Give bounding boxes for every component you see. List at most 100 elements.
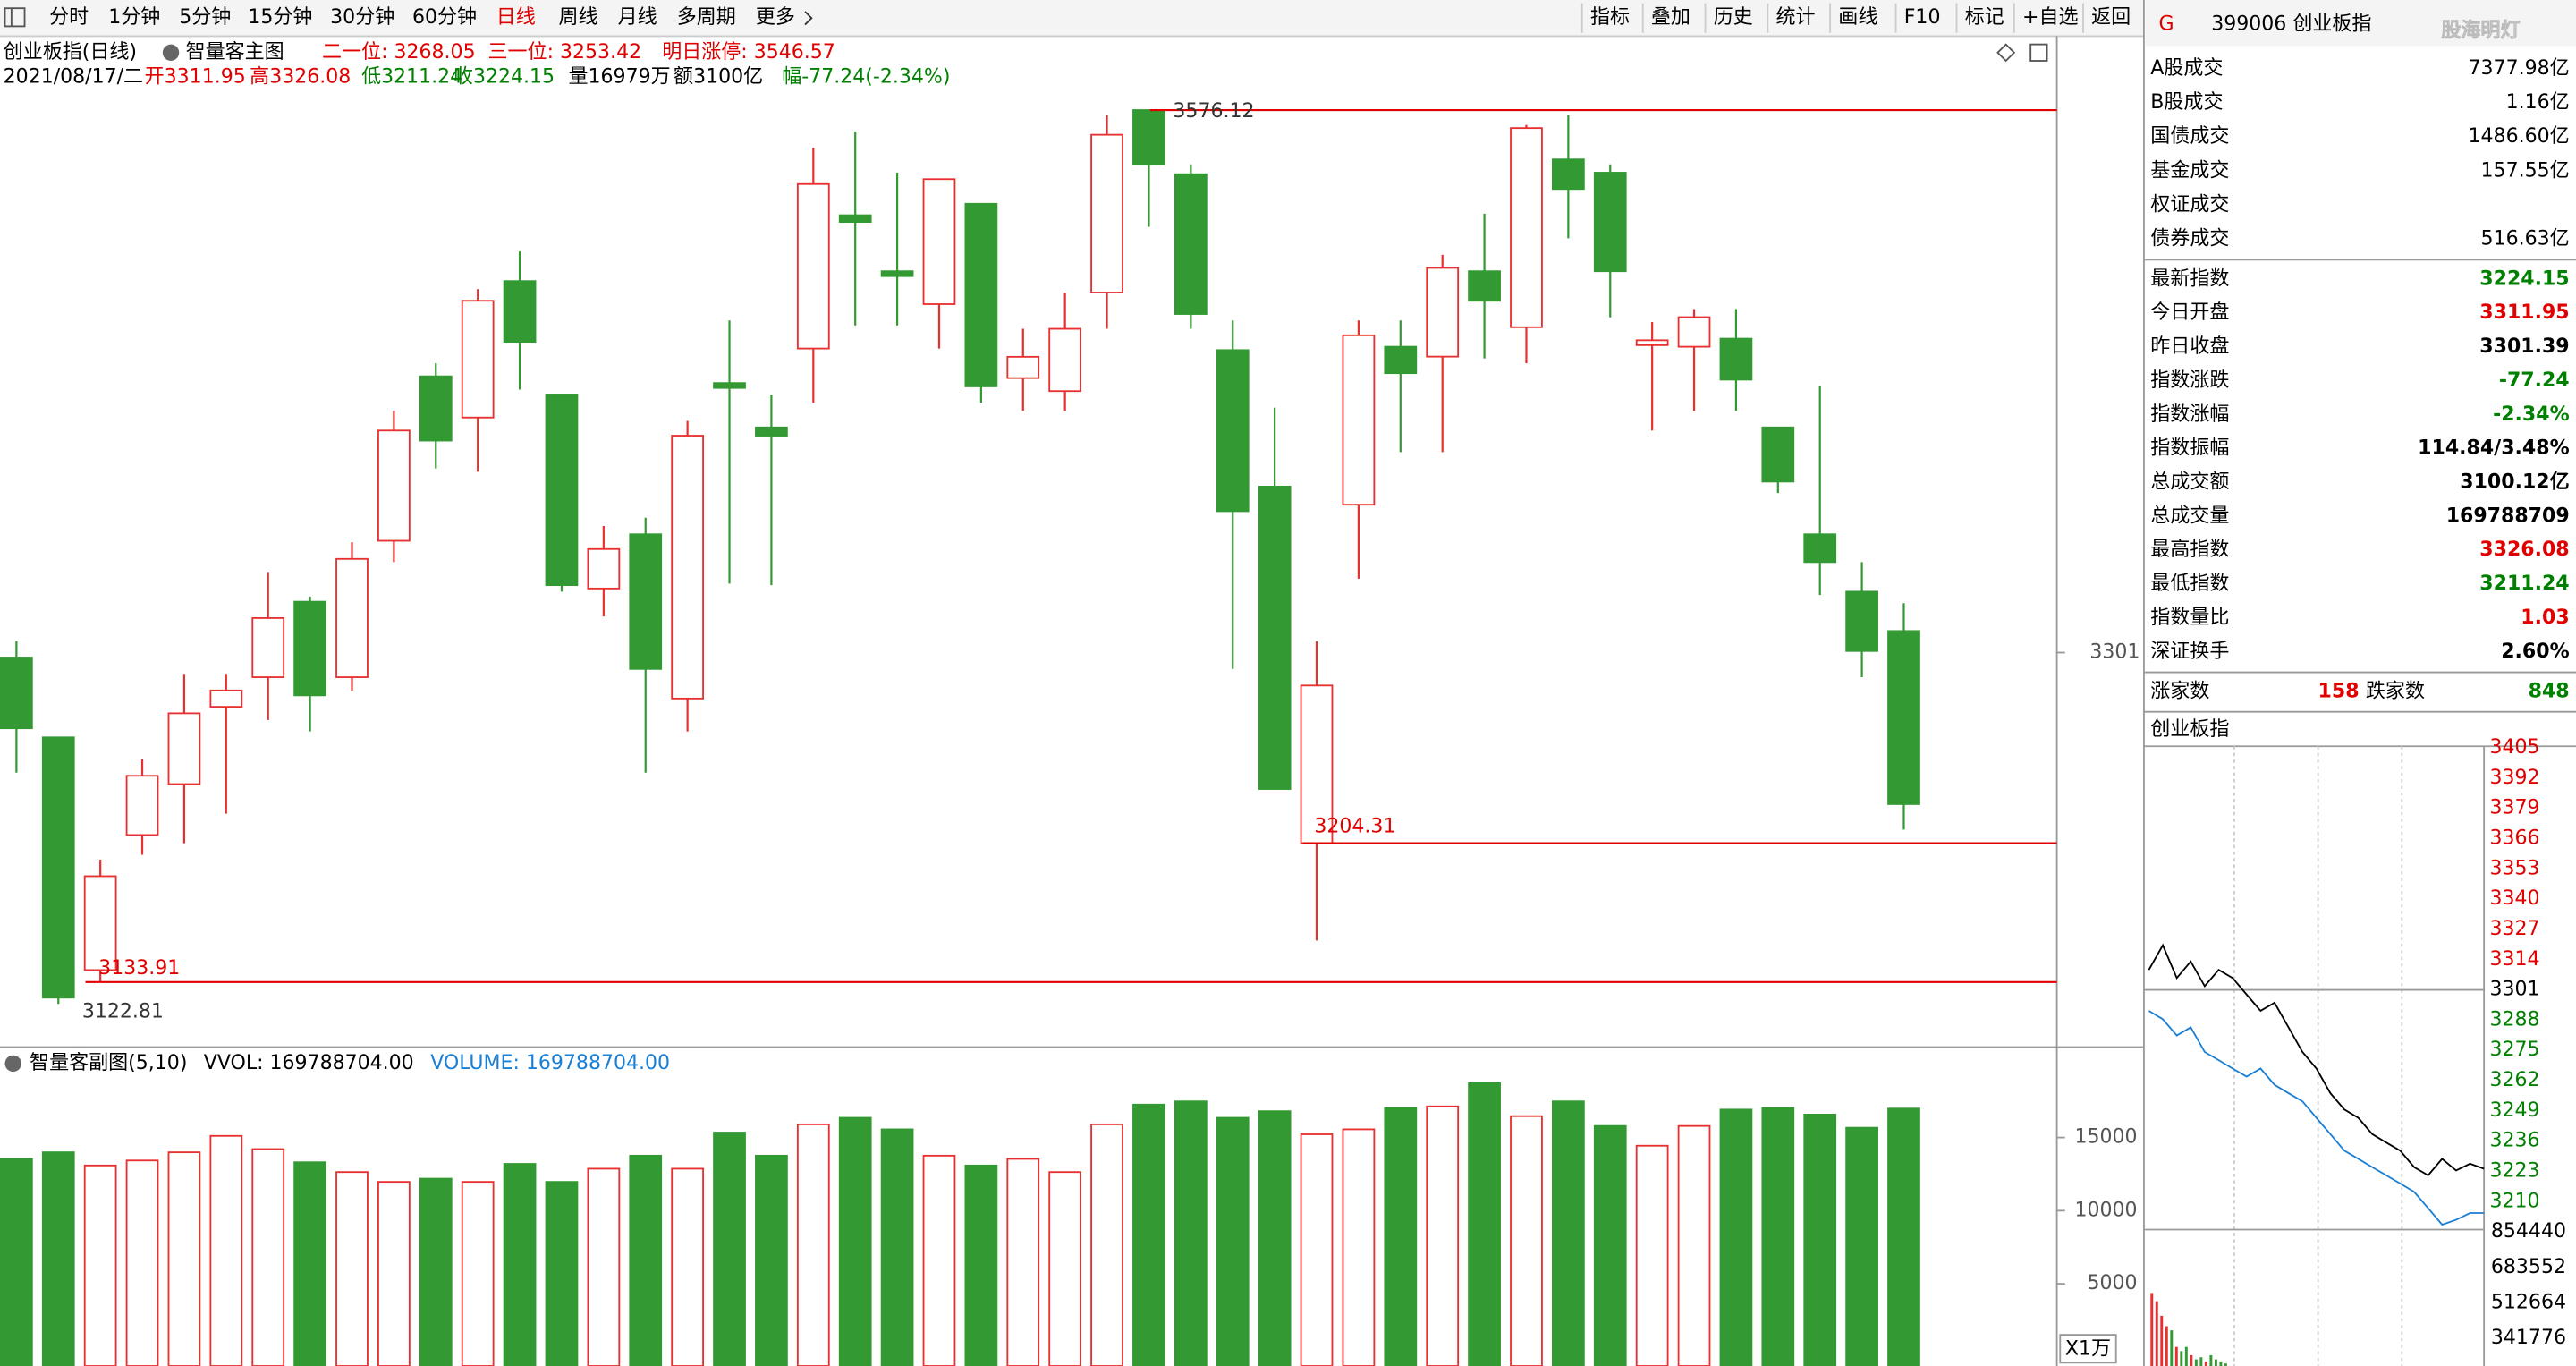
intraday-volume-bar [2184,1346,2188,1366]
volume-bar [1426,1105,1460,1366]
toolbar-tab[interactable]: 5分钟 [179,6,231,29]
intraday-volume-bar [2165,1326,2168,1366]
intraday-volume-bar [2155,1301,2158,1366]
intraday-volume-bar [2194,1359,2198,1366]
volume-bar [1384,1107,1418,1366]
candle-body [209,689,243,708]
stat-label: B股成交 [2150,91,2223,114]
toolbar-tab[interactable]: 周线 [558,6,597,29]
volume-bar [209,1134,243,1366]
volume-bar [838,1116,872,1366]
volume-bar [1677,1124,1711,1366]
toolbar-button[interactable]: 返回 [2091,6,2131,29]
code-flag: G [2158,13,2174,36]
intraday-volume-bar [2209,1354,2213,1366]
stat-value: 3100.12亿 [2460,471,2569,494]
stat-value: 3326.08 [2479,539,2569,561]
candle-body [1593,172,1627,273]
diamond-icon[interactable] [1996,43,2016,63]
candle-body [1845,590,1878,652]
y-tick-label: 5000 [2088,1272,2138,1294]
side-header-bg [2145,0,2576,47]
code-name: 399006 创业板指 [2211,13,2371,36]
candle-body [1300,684,1334,844]
toolbar-button[interactable]: 画线 [1838,6,1877,29]
toolbar-button[interactable]: +自选 [2022,6,2079,29]
stat-value: 1.03 [2521,607,2569,629]
toolbar-button[interactable]: 标记 [1965,6,2004,29]
candle-body [377,429,411,542]
stat-value: 3301.39 [2479,335,2569,358]
stat-label: 总成交量 [2150,505,2229,527]
candle-body [83,875,117,971]
y-tick-label: 512664 [2491,1291,2566,1313]
intraday-volume-bar [2199,1357,2203,1366]
candle-body [1132,109,1165,165]
stat-label: 最新指数 [2150,267,2229,290]
candle-body [922,178,956,305]
level-label: 二一位: 3268.05 [322,41,476,64]
candle-body [1635,339,1669,346]
intraday-volume-bar [2174,1346,2178,1366]
unit-label: X1万 [2065,1338,2111,1361]
volume-bar [167,1151,201,1366]
toolbar-button[interactable]: F10 [1904,6,1941,29]
quote-item: 幅-77.24(-2.34%) [782,65,950,88]
y-tick-label: 3236 [2490,1130,2540,1152]
toolbar-button[interactable]: 叠加 [1651,6,1690,29]
candle-body [1551,158,1585,191]
volume-bar [251,1148,285,1366]
y-tick-label: 3262 [2490,1069,2540,1091]
gear-icon[interactable] [162,44,180,61]
volume-bar [1761,1107,1795,1366]
toolbar-tab[interactable]: 分时 [49,6,89,29]
volume-bar [0,1158,33,1366]
toolbar-tab[interactable]: 30分钟 [330,6,394,29]
volume-bar [1090,1123,1123,1366]
toolbar-button[interactable]: 统计 [1776,6,1816,29]
toolbar-button[interactable]: 历史 [1714,6,1753,29]
intraday-volume-bar [2180,1351,2183,1366]
toolbar-tab[interactable]: 日线 [496,6,536,29]
candle-body [1468,270,1501,302]
toolbar-tab[interactable]: 更多 [756,6,795,29]
candle-body [1216,349,1250,513]
intraday-line [2148,1010,2485,1226]
candle-body [755,426,788,437]
y-tick-label: 3327 [2490,918,2540,940]
stat-label: 指数量比 [2150,607,2229,629]
candle-body [419,375,453,442]
stat-label: 债券成交 [2150,227,2229,250]
stat-value: 1486.60亿 [2469,125,2570,148]
toolbar-icon[interactable] [4,7,26,28]
candle-body [1426,267,1460,358]
candle-body [587,547,621,590]
candle-body [461,300,495,419]
stat-value: 114.84/3.48% [2418,437,2569,460]
toolbar-tab[interactable]: 多周期 [677,6,736,29]
volume-bar [545,1181,579,1366]
gear-icon[interactable] [4,1055,21,1073]
toolbar-tab[interactable]: 60分钟 [412,6,477,29]
stat-label: 指数涨跌 [2150,369,2229,392]
candle-body [251,617,285,678]
toolbar-tab[interactable]: 月线 [618,6,657,29]
panel-icon[interactable] [2029,43,2048,62]
toolbar-button[interactable]: 指标 [1590,6,1630,29]
y-tick-label: 341776 [2491,1327,2566,1349]
volume-bar [377,1181,411,1366]
toolbar-tab[interactable]: 15分钟 [248,6,312,29]
y-tick-label: 3301 [2089,641,2140,663]
volume-bar [713,1132,746,1366]
marker-label: 3204.31 [1314,815,1395,837]
volume-bar [922,1154,956,1366]
volume-bar [1006,1158,1040,1366]
y-tick-label: 683552 [2491,1256,2566,1278]
volume-bar [503,1163,537,1366]
stat-label: 最低指数 [2150,573,2229,595]
volume-bar [1551,1100,1585,1366]
volume-bar [293,1161,326,1366]
intraday-title: 创业板指 [2150,718,2229,741]
volume-bar [461,1181,495,1366]
toolbar-tab[interactable]: 1分钟 [108,6,160,29]
